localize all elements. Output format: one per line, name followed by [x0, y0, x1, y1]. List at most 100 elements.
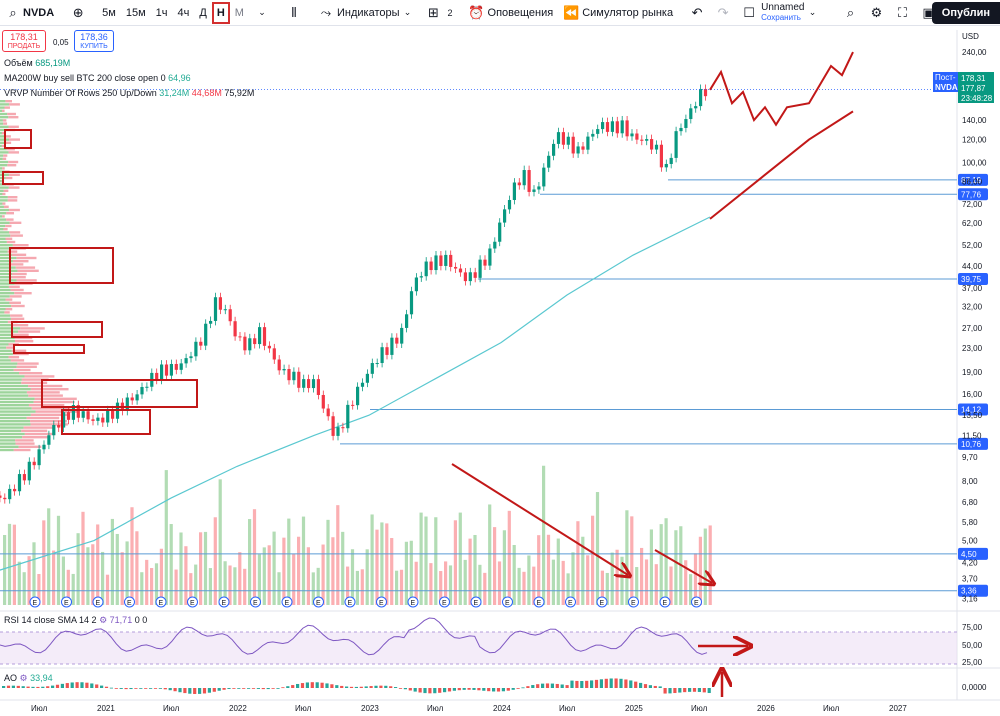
undo-button[interactable]: ↶: [684, 2, 710, 24]
candle-body: [556, 132, 561, 144]
ao-bar: [575, 680, 579, 688]
candle-body: [684, 119, 688, 128]
ao-legend[interactable]: AO ⚙ 33,94: [4, 673, 53, 684]
vp-bar-up: [0, 295, 10, 298]
tf-5m[interactable]: 5м: [102, 6, 116, 19]
volume-bar: [684, 560, 688, 605]
vp-bar-down: [4, 106, 10, 109]
vp-bar-down: [8, 186, 20, 189]
quick-search-button[interactable]: ⌕: [837, 2, 863, 24]
replay-button[interactable]: ⏪ Симулятор рынка: [558, 2, 678, 24]
price-axis-currency: USD: [962, 32, 979, 41]
vp-bar-up: [0, 285, 9, 288]
ao-bar: [134, 688, 138, 689]
ao-bar: [340, 685, 344, 688]
tf-1h[interactable]: 1ч: [155, 6, 168, 19]
layouts-button[interactable]: ⊞ 2: [421, 2, 458, 24]
candle-body: [351, 404, 355, 406]
vp-bar-down: [3, 154, 8, 157]
chart-type-button[interactable]: ⫴: [281, 2, 307, 24]
candle-body: [552, 143, 556, 156]
candle-body: [76, 405, 80, 418]
snapshot-button[interactable]: ▣: [915, 2, 941, 24]
ao-bar: [619, 678, 623, 688]
earnings-marker-circle: [596, 596, 608, 608]
buy-button[interactable]: 178,36 КУПИТЬ: [74, 30, 114, 52]
vp-bar-down: [30, 413, 69, 416]
vp-bar-down: [12, 260, 29, 263]
timeframe-dropdown[interactable]: ⌄: [249, 2, 275, 24]
ao-bar: [560, 684, 564, 688]
time-axis-tick: Июл: [559, 704, 576, 713]
vp-bar-down: [18, 445, 42, 448]
vp-bar-down: [26, 391, 60, 394]
tf-month[interactable]: М: [234, 6, 244, 19]
ma-legend[interactable]: MA200W buy sell BTC 200 close open 0 64,…: [4, 73, 191, 83]
sell-button[interactable]: 178,31 ПРОДАТЬ: [2, 30, 46, 52]
candle-body: [493, 241, 497, 249]
vp-bar-down: [8, 173, 20, 176]
publish-button[interactable]: Опублин: [931, 2, 1000, 24]
volume-bar: [159, 548, 163, 605]
vp-bar-down: [11, 276, 26, 279]
candle-body: [326, 408, 330, 417]
ao-bar: [60, 683, 64, 688]
rsi-legend[interactable]: RSI 14 close SMA 14 2 ⚙ 71,71 0 0: [4, 615, 147, 626]
price-axis-tick: 37,00: [962, 284, 983, 293]
redo-button[interactable]: ↷: [710, 2, 736, 24]
ao-histogram: [2, 678, 711, 694]
earnings-marker-circle: [628, 596, 639, 608]
vp-bar-up: [0, 228, 4, 231]
level-price-label: 77,76: [961, 190, 982, 199]
earnings-marker-circle: [659, 596, 671, 608]
candle-body: [478, 259, 482, 278]
volume-bar: [189, 573, 193, 605]
vrvp-up: 31,24M: [159, 88, 190, 98]
vp-bar-up: [0, 368, 14, 372]
annotation-box: [11, 321, 103, 338]
volume-bar: [448, 565, 453, 605]
vp-bar-down: [9, 221, 22, 224]
ao-bar: [624, 679, 628, 688]
candle-body: [287, 368, 291, 381]
volume-bar: [546, 534, 551, 605]
settings-button[interactable]: ⚙: [863, 2, 889, 24]
indicators-button[interactable]: ⤳ Индикаторы ⌄: [313, 2, 421, 24]
compare-button[interactable]: ⊕: [65, 2, 91, 24]
candle-body: [218, 297, 222, 310]
tf-week[interactable]: Н: [211, 1, 230, 24]
time-axis-tick: 2027: [889, 704, 907, 713]
candle-body: [439, 255, 443, 266]
fullscreen-button[interactable]: ⛶: [889, 2, 915, 24]
vrvp-legend[interactable]: VRVP Number Of Rows 250 Up/Down 31,24M 4…: [4, 88, 254, 98]
volume-bar: [434, 517, 438, 605]
tf-4h[interactable]: 4ч: [177, 6, 190, 19]
vp-bar-up: [0, 448, 14, 452]
volume-legend[interactable]: Объём 685,19M: [4, 58, 70, 68]
earnings-marker-circle: [281, 596, 293, 608]
vp-bar-up: [0, 215, 3, 218]
vp-bar-down: [3, 228, 8, 231]
vp-bar-up: [0, 269, 18, 272]
candle-body: [52, 425, 56, 436]
layout-name-button[interactable]: ☐ Unnamed Сохранить ⌄: [736, 2, 825, 24]
vp-bar-up: [0, 109, 3, 112]
ao-bar: [21, 686, 25, 688]
annotation-box: [4, 129, 32, 149]
volume-bar: [3, 535, 7, 605]
ao-bar: [550, 683, 554, 688]
vp-bar-down: [7, 196, 18, 199]
price-axis-tick: 11,50: [962, 431, 982, 440]
vp-bar-up: [0, 231, 10, 234]
time-axis-tick: 2021: [97, 704, 115, 713]
alerts-button[interactable]: ⏰ Оповещения: [464, 2, 559, 24]
tf-day[interactable]: Д: [199, 6, 207, 19]
tf-15m[interactable]: 15м: [125, 6, 146, 19]
candle-body: [66, 412, 71, 420]
ao-bar: [545, 683, 550, 688]
volume-bar: [282, 537, 286, 605]
candle-body: [292, 371, 296, 381]
symbol-search[interactable]: ⌕ NVDA: [0, 2, 59, 24]
candle-body: [512, 182, 516, 200]
